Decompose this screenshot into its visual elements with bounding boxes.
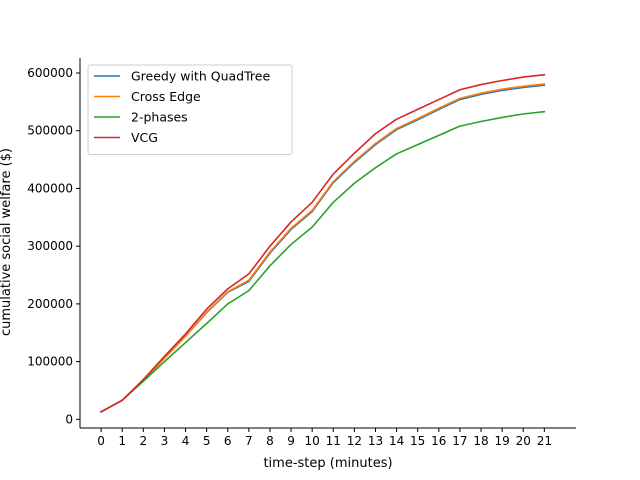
x-tick-label: 17 xyxy=(452,434,467,448)
legend-label-0: Greedy with QuadTree xyxy=(131,69,270,84)
series-line-3 xyxy=(100,73,546,413)
plot-lines xyxy=(100,73,546,413)
legend: Greedy with QuadTree Cross Edge 2-phases VC… xyxy=(87,64,293,155)
x-tick-label: 10 xyxy=(305,434,320,448)
x-tick-label: 11 xyxy=(326,434,341,448)
x-tick-label: 16 xyxy=(431,434,446,448)
y-tick-label: 600000 xyxy=(27,66,73,80)
x-tick-label: 14 xyxy=(389,434,404,448)
y-tick-label: 0 xyxy=(65,412,73,426)
y-tick-label: 400000 xyxy=(27,181,73,195)
x-tick-label: 15 xyxy=(410,434,425,448)
y-axis-label: cumulative social welfare ($) xyxy=(0,148,14,336)
x-tick-label: 21 xyxy=(537,434,552,448)
legend-label-3: VCG xyxy=(131,130,158,145)
axes: 0 1 2 3 4 5 6 7 8 9 10 11 12 13 14 15 16 17 18 19 20 21010000… xyxy=(27,58,576,448)
x-tick-label: 12 xyxy=(347,434,362,448)
x-tick-label: 6 xyxy=(224,434,232,448)
x-tick-label: 8 xyxy=(266,434,274,448)
x-tick-label: 18 xyxy=(473,434,488,448)
y-tick-label: 300000 xyxy=(27,239,73,253)
legend-label-2: 2-phases xyxy=(131,110,188,125)
x-tick-label: 2 xyxy=(139,434,147,448)
legend-label-1: Cross Edge xyxy=(131,89,201,104)
x-tick-label: 7 xyxy=(245,434,253,448)
x-tick-label: 3 xyxy=(161,434,169,448)
x-tick-label: 19 xyxy=(494,434,509,448)
x-tick-label: 1 xyxy=(118,434,126,448)
x-tick-label: 9 xyxy=(287,434,295,448)
y-tick-label: 500000 xyxy=(27,124,73,138)
series-line-1 xyxy=(100,83,546,413)
x-tick-label: 5 xyxy=(203,434,211,448)
x-axis-label: time-step (minutes) xyxy=(263,456,392,471)
x-tick-label: 4 xyxy=(182,434,190,448)
series-line-2 xyxy=(100,110,546,413)
y-tick-label: 200000 xyxy=(27,297,73,311)
x-tick-label: 20 xyxy=(516,434,531,448)
y-tick-label: 100000 xyxy=(27,355,73,369)
x-tick-label: 13 xyxy=(368,434,383,448)
legend-box xyxy=(87,64,293,155)
x-tick-label: 0 xyxy=(97,434,105,448)
